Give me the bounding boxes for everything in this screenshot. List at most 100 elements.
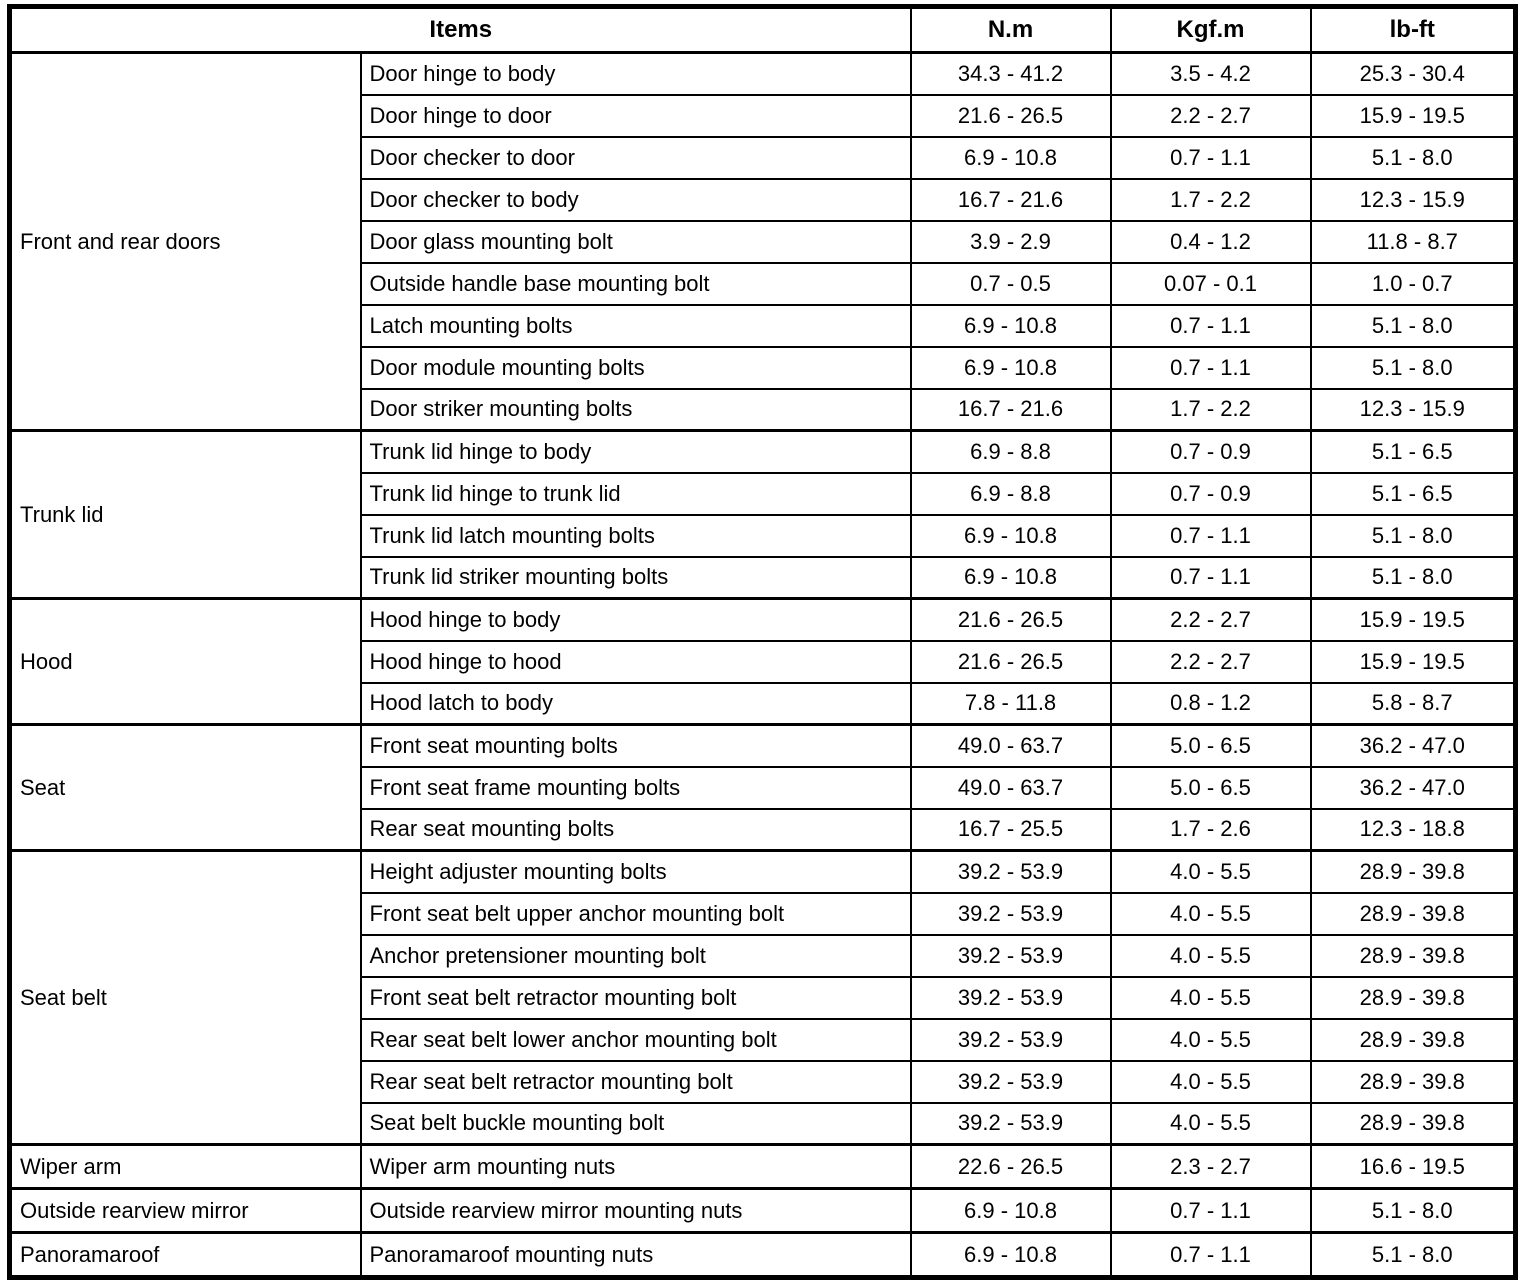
kgfm-value-cell: 4.0 - 5.5 xyxy=(1109,891,1312,936)
lbft-value-cell: 28.9 - 39.8 xyxy=(1309,1017,1517,1062)
table-row: Door hinge to door 21.6 - 26.5 2.2 - 2.7 15… xyxy=(10,93,1517,138)
lbft-value-cell: 36.2 - 47.0 xyxy=(1309,723,1517,768)
item-cell: Hood hinge to hood xyxy=(359,639,912,684)
table-row: Panoramaroof Panoramaroof mounting nuts 6.… xyxy=(8,1231,1517,1279)
table-row: Trunk lid striker mounting bolts 6.9 - 10… xyxy=(10,555,1517,600)
kgfm-value-cell: 0.07 - 0.1 xyxy=(1109,261,1312,306)
table-row: Rear seat belt retractor mounting bolt 39… xyxy=(10,1059,1517,1104)
kgfm-value-cell: 2.2 - 2.7 xyxy=(1109,93,1312,138)
item-cell: Door checker to body xyxy=(359,177,912,222)
nm-value-cell: 21.6 - 26.5 xyxy=(909,597,1112,642)
nm-value-cell: 16.7 - 21.6 xyxy=(909,177,1112,222)
table-row: Trunk lid latch mounting bolts 6.9 - 10.8… xyxy=(10,513,1517,558)
lbft-value-cell: 12.3 - 18.8 xyxy=(1309,807,1517,852)
nm-value-cell: 22.6 - 26.5 xyxy=(909,1143,1112,1190)
kgfm-value-cell: 1.7 - 2.2 xyxy=(1109,177,1312,222)
lbft-value-cell: 25.3 - 30.4 xyxy=(1309,51,1517,96)
item-cell: Trunk lid hinge to body xyxy=(359,429,912,474)
kgfm-value-cell: 4.0 - 5.5 xyxy=(1109,1017,1312,1062)
category-cell: Hood xyxy=(8,597,362,726)
nm-value-cell: 39.2 - 53.9 xyxy=(909,891,1112,936)
torque-spec-table: Items N.m Kgf.m lb-ft Front and rear doo… xyxy=(7,4,1519,1280)
lbft-value-cell: 5.1 - 8.0 xyxy=(1309,555,1517,600)
lbft-value-cell: 5.1 - 6.5 xyxy=(1309,471,1517,516)
item-cell: Seat belt buckle mounting bolt xyxy=(359,1101,912,1146)
nm-value-cell: 39.2 - 53.9 xyxy=(909,933,1112,978)
item-cell: Rear seat mounting bolts xyxy=(359,807,912,852)
nm-value-cell: 39.2 - 53.9 xyxy=(909,1101,1112,1146)
kgfm-value-cell: 0.7 - 1.1 xyxy=(1109,303,1312,348)
item-cell: Wiper arm mounting nuts xyxy=(359,1143,912,1190)
kgfm-value-cell: 4.0 - 5.5 xyxy=(1109,975,1312,1020)
lbft-value-cell: 5.1 - 8.0 xyxy=(1309,1231,1517,1279)
table-row: Latch mounting bolts 6.9 - 10.8 0.7 - 1.1 5… xyxy=(10,303,1517,348)
lbft-value-cell: 15.9 - 19.5 xyxy=(1309,597,1517,642)
kgfm-value-cell: 1.7 - 2.2 xyxy=(1109,387,1312,432)
lbft-value-cell: 5.1 - 8.0 xyxy=(1309,513,1517,558)
lbft-value-cell: 28.9 - 39.8 xyxy=(1309,849,1517,894)
lbft-value-cell: 5.1 - 8.0 xyxy=(1309,135,1517,180)
lbft-value-cell: 12.3 - 15.9 xyxy=(1309,177,1517,222)
table-row: Trunk lid hinge to trunk lid 6.9 - 8.8 0.7… xyxy=(10,471,1517,516)
item-cell: Door striker mounting bolts xyxy=(359,387,912,432)
table-row: Door glass mounting bolt 3.9 - 2.9 0.4 - 1… xyxy=(10,219,1517,264)
table-row: Door checker to door 6.9 - 10.8 0.7 - 1.1 5… xyxy=(10,135,1517,180)
table-row: Door checker to body 16.7 - 21.6 1.7 - 2.2… xyxy=(10,177,1517,222)
item-cell: Front seat mounting bolts xyxy=(359,723,912,768)
category-cell: Outside rearview mirror xyxy=(8,1187,362,1234)
category-cell: Trunk lid xyxy=(8,429,362,600)
lbft-value-cell: 5.1 - 8.0 xyxy=(1309,345,1517,390)
item-cell: Hood hinge to body xyxy=(359,597,912,642)
nm-value-cell: 21.6 - 26.5 xyxy=(909,639,1112,684)
nm-value-cell: 16.7 - 25.5 xyxy=(909,807,1112,852)
lbft-value-cell: 5.8 - 8.7 xyxy=(1309,681,1517,726)
item-cell: Height adjuster mounting bolts xyxy=(359,849,912,894)
kgfm-value-cell: 3.5 - 4.2 xyxy=(1109,51,1312,96)
category-cell: Seat belt xyxy=(8,849,362,1146)
nm-value-cell: 39.2 - 53.9 xyxy=(909,1059,1112,1104)
header-nm: N.m xyxy=(909,5,1112,54)
lbft-value-cell: 28.9 - 39.8 xyxy=(1309,1101,1517,1146)
table-row: Hood Hood hinge to body 21.6 - 26.5 2.2 - 2… xyxy=(8,597,1517,726)
nm-value-cell: 6.9 - 10.8 xyxy=(909,555,1112,600)
lbft-value-cell: 11.8 - 8.7 xyxy=(1309,219,1517,264)
nm-value-cell: 6.9 - 10.8 xyxy=(909,513,1112,558)
nm-value-cell: 49.0 - 63.7 xyxy=(909,765,1112,810)
kgfm-value-cell: 0.7 - 1.1 xyxy=(1109,1231,1312,1279)
item-cell: Front seat frame mounting bolts xyxy=(359,765,912,810)
kgfm-value-cell: 0.7 - 0.9 xyxy=(1109,429,1312,474)
lbft-value-cell: 5.1 - 6.5 xyxy=(1309,429,1517,474)
lbft-value-cell: 28.9 - 39.8 xyxy=(1309,975,1517,1020)
lbft-value-cell: 5.1 - 8.0 xyxy=(1309,303,1517,348)
kgfm-value-cell: 4.0 - 5.5 xyxy=(1109,1101,1312,1146)
table-row: Rear seat belt lower anchor mounting bol… xyxy=(10,1017,1517,1062)
kgfm-value-cell: 4.0 - 5.5 xyxy=(1109,849,1312,894)
table-row: Seat Front seat mounting bolts 49.0 - 63.7… xyxy=(8,723,1517,852)
header-items: Items xyxy=(8,5,912,54)
table-row: Hood latch to body 7.8 - 11.8 0.8 - 1.2 5.8… xyxy=(10,681,1517,726)
kgfm-value-cell: 0.7 - 1.1 xyxy=(1109,345,1312,390)
kgfm-value-cell: 4.0 - 5.5 xyxy=(1109,1059,1312,1104)
kgfm-value-cell: 0.7 - 1.1 xyxy=(1109,135,1312,180)
nm-value-cell: 39.2 - 53.9 xyxy=(909,1017,1112,1062)
item-cell: Panoramaroof mounting nuts xyxy=(359,1231,912,1279)
item-cell: Door hinge to door xyxy=(359,93,912,138)
category-cell: Panoramaroof xyxy=(8,1231,362,1279)
item-cell: Latch mounting bolts xyxy=(359,303,912,348)
table-row: Rear seat mounting bolts 16.7 - 25.5 1.7 -… xyxy=(10,807,1517,852)
nm-value-cell: 6.9 - 10.8 xyxy=(909,1231,1112,1279)
kgfm-value-cell: 0.7 - 1.1 xyxy=(1109,1187,1312,1234)
nm-value-cell: 6.9 - 10.8 xyxy=(909,303,1112,348)
nm-value-cell: 21.6 - 26.5 xyxy=(909,93,1112,138)
item-cell: Outside handle base mounting bolt xyxy=(359,261,912,306)
table-row: Seat belt Height adjuster mounting bolts 3… xyxy=(8,849,1517,1146)
nm-value-cell: 0.7 - 0.5 xyxy=(909,261,1112,306)
item-cell: Trunk lid latch mounting bolts xyxy=(359,513,912,558)
nm-value-cell: 3.9 - 2.9 xyxy=(909,219,1112,264)
lbft-value-cell: 5.1 - 8.0 xyxy=(1309,1187,1517,1234)
kgfm-value-cell: 4.0 - 5.5 xyxy=(1109,933,1312,978)
kgfm-value-cell: 5.0 - 6.5 xyxy=(1109,723,1312,768)
nm-value-cell: 16.7 - 21.6 xyxy=(909,387,1112,432)
kgfm-value-cell: 1.7 - 2.6 xyxy=(1109,807,1312,852)
